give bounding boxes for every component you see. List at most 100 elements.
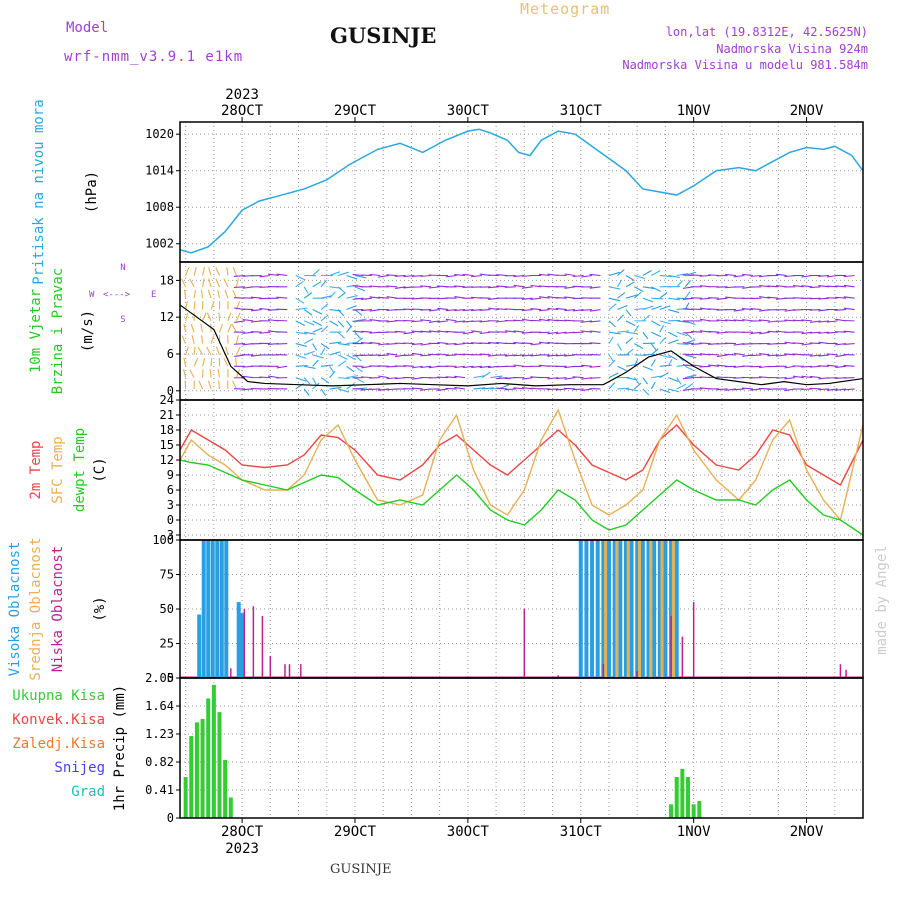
wind-arrow	[676, 377, 682, 385]
wind-arrow	[608, 372, 619, 379]
wind-arrow	[504, 354, 516, 357]
cloud-mid-title: Srednja Oblacnost	[28, 537, 44, 680]
wind-arrow	[259, 376, 271, 379]
wind-arrow	[589, 286, 601, 289]
wind-arrow	[642, 377, 649, 385]
wind-arrow	[682, 331, 694, 334]
wind-arrow	[505, 330, 516, 333]
wind-arrow	[818, 388, 830, 391]
wind-arrow	[481, 371, 491, 379]
wind-arrow	[633, 325, 639, 333]
page-title: GUSINJE	[330, 23, 437, 48]
wind-arrow	[445, 376, 457, 379]
y-tick-label: 1020	[145, 127, 174, 141]
x-tick-label-top: 28OCT	[221, 103, 264, 119]
wind-arrow	[589, 365, 601, 368]
wind-arrow	[801, 319, 813, 322]
wind-arrow	[354, 318, 367, 322]
wind-arrow	[183, 323, 187, 333]
wind-arrow	[521, 342, 533, 345]
wind-arrow	[189, 369, 195, 378]
cloud-high-bar	[197, 614, 202, 678]
wind-arrow	[651, 286, 661, 292]
wind-arrow	[210, 335, 215, 344]
pressure-line	[179, 128, 864, 254]
y-tick-label: 25	[160, 637, 174, 651]
y-tick-label: 24	[160, 393, 174, 407]
wind-arrow	[589, 377, 601, 379]
wind-arrow	[304, 365, 316, 370]
wind-arrow	[329, 370, 336, 378]
cloud-low-bar	[523, 609, 526, 678]
cloud-high-title: Visoka Oblacnost	[7, 542, 23, 677]
wind-arrow	[496, 285, 508, 288]
wind-arrow	[462, 365, 474, 369]
wind-arrow	[659, 305, 671, 311]
wind-arrow	[207, 289, 212, 299]
wind-arrow	[312, 377, 317, 385]
wind-arrow	[716, 388, 728, 391]
precip-legend-item: Zaledj.Kisa	[12, 736, 105, 752]
wind-arrow	[617, 292, 626, 299]
wind-arrow	[809, 375, 821, 379]
pressure-unit: (hPa)	[84, 171, 100, 213]
wind-arrow	[504, 286, 516, 288]
wind-arrow	[659, 354, 671, 359]
cloud-high-bar	[646, 540, 651, 678]
y-tick-label: 1002	[145, 237, 174, 251]
wind-arrow	[224, 289, 229, 299]
wind-arrow	[354, 337, 364, 345]
wind-arrow	[759, 353, 770, 356]
wind-arrow	[650, 359, 656, 367]
wind-arrow	[411, 387, 423, 390]
wind-arrow	[608, 331, 621, 335]
wind-arrow	[826, 353, 838, 356]
wind-arrow	[445, 274, 457, 278]
wind-arrow	[276, 273, 288, 277]
wind-arrow	[185, 301, 188, 310]
y-tick-label: 1.23	[145, 727, 174, 741]
wind-arrow	[386, 377, 398, 380]
wind-arrow	[530, 297, 542, 300]
wind-arrow	[454, 386, 466, 390]
wind-arrow	[784, 353, 796, 356]
y-tick-label: 12	[160, 310, 174, 324]
wind-arrow	[759, 296, 770, 299]
wind-arrow	[733, 388, 745, 391]
wind-arrow	[733, 274, 745, 278]
wind-arrow	[572, 308, 584, 312]
wind-arrow	[403, 365, 415, 367]
wind-arrow	[818, 331, 830, 334]
cloud-low-bar	[839, 664, 842, 678]
wind-arrow	[346, 375, 359, 379]
wind-arrow	[843, 284, 855, 288]
cloud-high-bar	[612, 540, 617, 678]
wind-arrow	[394, 274, 406, 277]
y-tick-label: 3	[167, 498, 174, 512]
pressure-axis-title: Pritisak na nivou mora	[31, 99, 47, 284]
wind-arrow	[608, 271, 620, 277]
wind-arrow	[428, 330, 440, 333]
wind-arrow	[208, 267, 212, 276]
wind-arrow	[504, 388, 516, 391]
wind-arrow	[235, 346, 241, 356]
cloud-low-bar	[636, 671, 638, 678]
wind-arrow	[564, 296, 576, 299]
cloud-mid-bar	[671, 540, 675, 678]
wind-arrow	[691, 308, 703, 311]
wind-arrow	[337, 388, 350, 393]
wind-arrow	[471, 330, 483, 333]
wind-arrow	[346, 305, 357, 311]
wind-arrow	[454, 320, 466, 323]
wind-arrow	[809, 320, 821, 323]
wind-arrow	[564, 286, 576, 289]
wind-arrow	[616, 343, 622, 351]
wind-arrow	[337, 309, 345, 317]
wind-arrow	[581, 330, 593, 333]
wind-arrow	[354, 274, 367, 279]
wind-arrow	[513, 354, 525, 357]
wind-arrow	[835, 331, 847, 333]
wind-arrow	[233, 343, 245, 345]
wind-arrow	[411, 330, 423, 333]
precip-legend-item: Snijeg	[54, 760, 105, 776]
